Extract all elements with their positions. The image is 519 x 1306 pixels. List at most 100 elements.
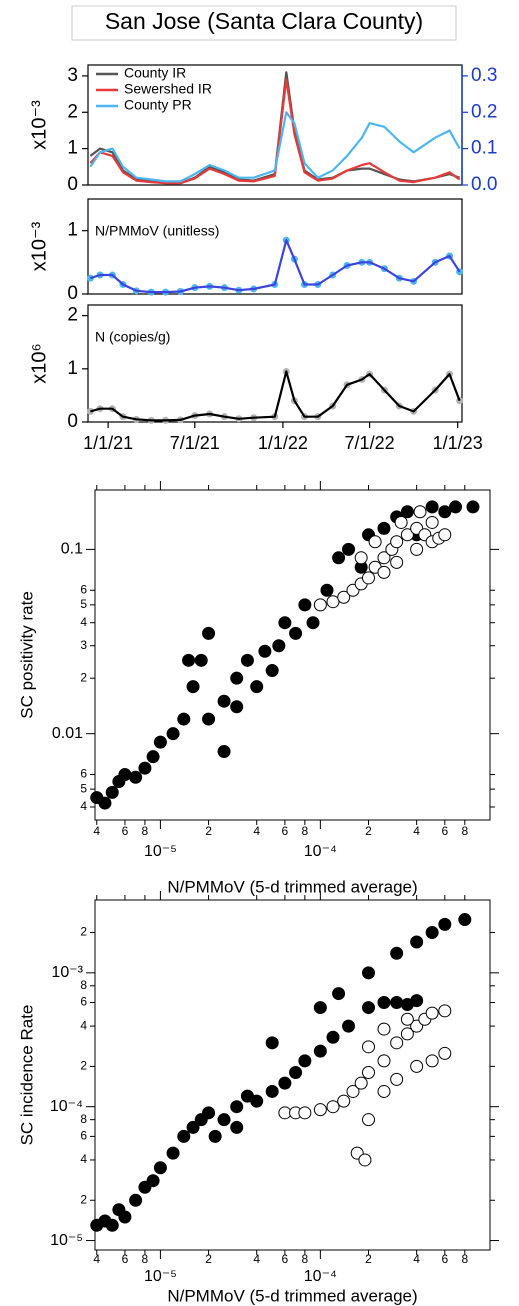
y-tick-label: 2 <box>80 670 87 684</box>
x-tick-label: 4 <box>93 1252 100 1266</box>
scatter-point <box>265 664 279 678</box>
scatter-point <box>313 1103 327 1117</box>
x-tick-label: 4 <box>413 1252 420 1266</box>
plot-frame <box>94 899 491 1251</box>
scatter-point <box>166 1146 180 1160</box>
scatter-point <box>105 1218 119 1232</box>
scatter-point <box>377 521 391 535</box>
y-tick-label: 6 <box>80 995 87 1009</box>
x-tick-label: 10⁻⁴ <box>304 843 337 860</box>
figure-title: San Jose (Santa Clara County) <box>105 8 423 34</box>
scatter-point <box>326 1100 340 1114</box>
x-tick-label: 4 <box>413 824 420 838</box>
scatter-point <box>289 1066 303 1080</box>
x-tick-label: 6 <box>282 1252 289 1266</box>
scatter-point <box>354 1076 368 1090</box>
scatter-point <box>377 551 391 565</box>
scatter-point <box>146 750 160 764</box>
x-tick-label: 1/1/21 <box>83 433 133 453</box>
x-axis-label: N/PMMoV (5-d trimmed average) <box>167 877 417 896</box>
scatter-point <box>186 1120 200 1134</box>
scatter-point <box>425 1006 439 1020</box>
scatter-point <box>410 994 424 1008</box>
y-tick-label: 0 <box>67 411 78 432</box>
scatter-point <box>466 500 480 514</box>
scatter-point <box>217 694 231 708</box>
scatter-point <box>342 1019 356 1033</box>
series-line <box>90 239 461 294</box>
x-tick-label: 7/1/22 <box>345 433 395 453</box>
y-tick-label: 5 <box>80 781 87 795</box>
scatter-point <box>390 1036 404 1050</box>
scatter-point <box>194 653 208 667</box>
scatter-point <box>166 727 180 741</box>
scatter-point <box>326 1030 340 1044</box>
x-tick-label: 2 <box>365 824 372 838</box>
scatter-point <box>250 1094 264 1108</box>
y-tick-label: 4 <box>80 799 87 813</box>
scatter-point <box>313 598 327 612</box>
legend-label: Sewershed IR <box>124 81 212 97</box>
scatter-point <box>438 505 452 519</box>
scatter-point <box>390 555 404 569</box>
scatter-point <box>361 1040 375 1054</box>
scatter-point <box>449 500 463 514</box>
scatter-point <box>377 1022 391 1036</box>
x-tick-label: 6 <box>122 1252 129 1266</box>
y-tick-label: 4 <box>80 615 87 629</box>
legend-label: County IR <box>124 65 186 81</box>
y-tick-label: 1 <box>67 358 78 379</box>
x-tick-label: 6 <box>122 824 129 838</box>
scatter-point <box>320 583 334 597</box>
y-axis-label: SC incidence Rate <box>17 1005 36 1146</box>
y-tick-label: 2 <box>67 305 78 326</box>
y-axis-label: x10⁻³ <box>28 100 50 150</box>
series-line <box>90 370 461 422</box>
scatter-point <box>230 1100 244 1114</box>
scatter-point <box>153 1161 167 1175</box>
scatter-point <box>438 917 452 931</box>
x-tick-label: 8 <box>461 824 468 838</box>
y-tick-label: 6 <box>80 582 87 596</box>
y-tick-label: 4 <box>80 1152 87 1166</box>
scatter-point <box>400 1012 414 1026</box>
y-tick-label: 0.01 <box>52 725 83 742</box>
scatter-point <box>217 1113 231 1127</box>
y-axis-label: x10⁻³ <box>28 221 50 271</box>
scatter-point <box>361 571 375 585</box>
scatter-point <box>298 1106 312 1120</box>
title-box <box>71 5 457 41</box>
scatter-point <box>240 653 254 667</box>
x-tick-label: 1/1/22 <box>258 433 308 453</box>
scatter-point <box>153 735 167 749</box>
scatter-point <box>458 913 472 927</box>
y-tick-label: 10⁻³ <box>51 964 83 981</box>
scatter-point <box>394 515 408 529</box>
y-tick-label: 8 <box>80 978 87 992</box>
scatter-point <box>202 1106 216 1120</box>
scatter-point <box>410 542 424 556</box>
y2-tick-label: 0.2 <box>471 101 497 122</box>
plot-frame <box>87 304 463 423</box>
scatter-point <box>146 1174 160 1188</box>
scatter-point <box>217 745 231 759</box>
plot-frame <box>87 198 463 295</box>
y-tick-label: 10⁻⁴ <box>50 1098 83 1115</box>
x-tick-label: 4 <box>253 1252 260 1266</box>
y2-tick-label: 0.1 <box>471 138 497 159</box>
scatter-point <box>400 528 414 542</box>
series-line <box>89 78 461 185</box>
scatter-point <box>332 551 346 565</box>
scatter-point <box>346 1084 360 1098</box>
x-tick-label: 1/1/23 <box>433 433 483 453</box>
y-tick-label: 2 <box>67 101 78 122</box>
x-tick-label: 7/1/21 <box>170 433 220 453</box>
x-tick-label: 8 <box>142 1252 149 1266</box>
scatter-point <box>410 935 424 949</box>
x-tick-label: 10⁻⁴ <box>304 1268 337 1285</box>
scatter-point <box>313 1001 327 1015</box>
scatter-point <box>425 926 439 940</box>
scatter-point <box>250 680 264 694</box>
scatter-point <box>278 616 292 630</box>
scatter-point <box>337 590 351 604</box>
